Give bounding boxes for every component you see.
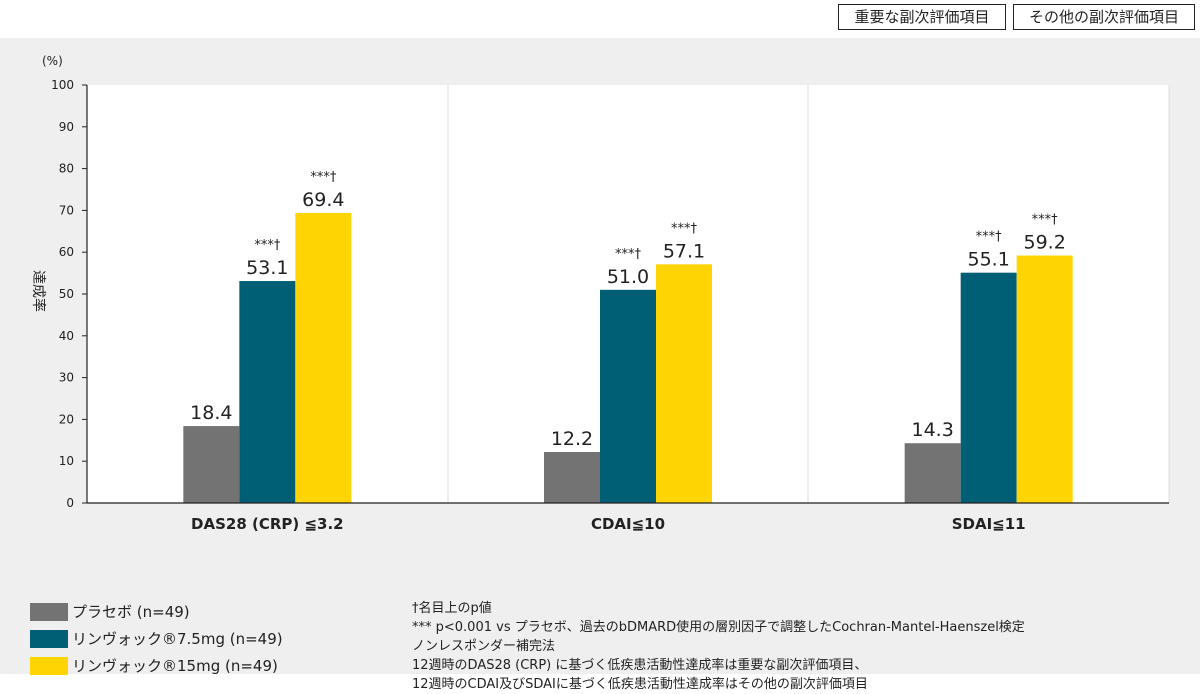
significance-marker: ***† — [1032, 213, 1059, 228]
y-tick-label: 20 — [59, 412, 74, 426]
legend-label: プラセボ (n=49) — [72, 603, 190, 621]
significance-marker: ***† — [615, 247, 642, 262]
bar — [656, 264, 712, 503]
x-tick-label: DAS28 (CRP) ≦3.2 — [191, 515, 344, 533]
legend-swatch — [30, 629, 68, 648]
footnotes: †名目上のp値 *** p<0.001 vs プラセボ、過去のbDMARD使用の… — [412, 599, 1025, 694]
y-axis-ticks: 0 10 20 30 40 50 60 70 80 90 100 — [51, 78, 87, 510]
y-tick-label: 80 — [59, 162, 74, 176]
bar — [600, 289, 656, 503]
y-tick-label: 40 — [59, 329, 74, 343]
x-tick-label: SDAI≦11 — [952, 515, 1026, 533]
bar-chart: 18.4 53.1 ***† 69.4 ***† 12.2 51.0 ***† 57.1 ***†… — [30, 54, 1170, 533]
significance-marker: ***† — [310, 170, 337, 185]
chart-panel: 18.4 53.1 ***† 69.4 ***† 12.2 51.0 ***† 57.1 ***†… — [0, 38, 1200, 692]
y-tick-label: 30 — [59, 371, 74, 385]
y-tick-label: 70 — [59, 203, 74, 217]
significance-marker: ***† — [976, 230, 1003, 245]
x-axis-labels: DAS28 (CRP) ≦3.2 CDAI≦10 SDAI≦11 — [191, 515, 1026, 533]
legend-label: リンヴォック®15mg (n=49) — [72, 657, 278, 675]
bar-value-label: 53.1 — [246, 257, 288, 279]
y-axis-title: 達成率 — [30, 270, 47, 312]
y-tick-label: 10 — [59, 454, 74, 468]
bar-value-label: 12.2 — [551, 428, 593, 450]
x-tick-label: CDAI≦10 — [591, 515, 665, 533]
significance-marker: ***† — [671, 221, 698, 236]
legend-swatch — [30, 602, 68, 621]
bar-value-label: 18.4 — [190, 402, 232, 424]
bar — [239, 281, 296, 503]
bar — [544, 452, 600, 503]
bars: 18.4 53.1 ***† 69.4 ***† 12.2 51.0 ***† 57.1 ***†… — [183, 170, 1073, 503]
bar-value-label: 51.0 — [607, 266, 649, 288]
y-tick-label: 100 — [51, 78, 74, 92]
legend: プラセボ (n=49) リンヴォック®7.5mg (n=49) リンヴォック®1… — [30, 599, 283, 680]
footnote: *** p<0.001 vs プラセボ、過去のbDMARD使用の層別因子で調整し… — [412, 620, 1025, 635]
bar — [183, 426, 240, 503]
legend-swatch — [30, 656, 68, 675]
bar — [904, 443, 961, 503]
footnote: ノンレスポンダー補完法 — [412, 639, 556, 654]
key-secondary-endpoint-tag[interactable]: 重要な副次評価項目 — [838, 4, 1006, 30]
y-tick-label: 50 — [59, 287, 74, 301]
bar-value-label: 55.1 — [968, 249, 1010, 271]
bar — [1016, 255, 1073, 503]
bar — [295, 212, 352, 503]
legend-item-rinvoq-7-5mg: リンヴォック®7.5mg (n=49) — [30, 626, 283, 651]
other-secondary-endpoint-tag[interactable]: その他の副次評価項目 — [1013, 4, 1195, 30]
legend-label: リンヴォック®7.5mg (n=49) — [72, 630, 283, 648]
legend-item-placebo: プラセボ (n=49) — [30, 599, 283, 624]
footnote: 12週時のCDAI及びSDAIに基づく低疾患活動性達成率はその他の副次評価項目 — [412, 677, 868, 692]
bar — [960, 272, 1017, 503]
legend-item-rinvoq-15mg: リンヴォック®15mg (n=49) — [30, 653, 283, 678]
footnote: †名目上のp値 — [412, 601, 492, 616]
bar-value-label: 69.4 — [302, 189, 344, 211]
bar-value-label: 59.2 — [1024, 232, 1066, 254]
footnote: 12週時のDAS28 (CRP) に基づく低疾患活動性達成率は重要な副次評価項目… — [412, 658, 868, 673]
significance-marker: ***† — [254, 238, 281, 253]
y-tick-label: 90 — [59, 120, 74, 134]
bar-value-label: 57.1 — [663, 240, 705, 262]
y-tick-label: 0 — [66, 496, 74, 510]
y-unit-label: (%) — [42, 54, 63, 68]
y-tick-label: 60 — [59, 245, 74, 259]
bar-value-label: 14.3 — [912, 419, 954, 441]
